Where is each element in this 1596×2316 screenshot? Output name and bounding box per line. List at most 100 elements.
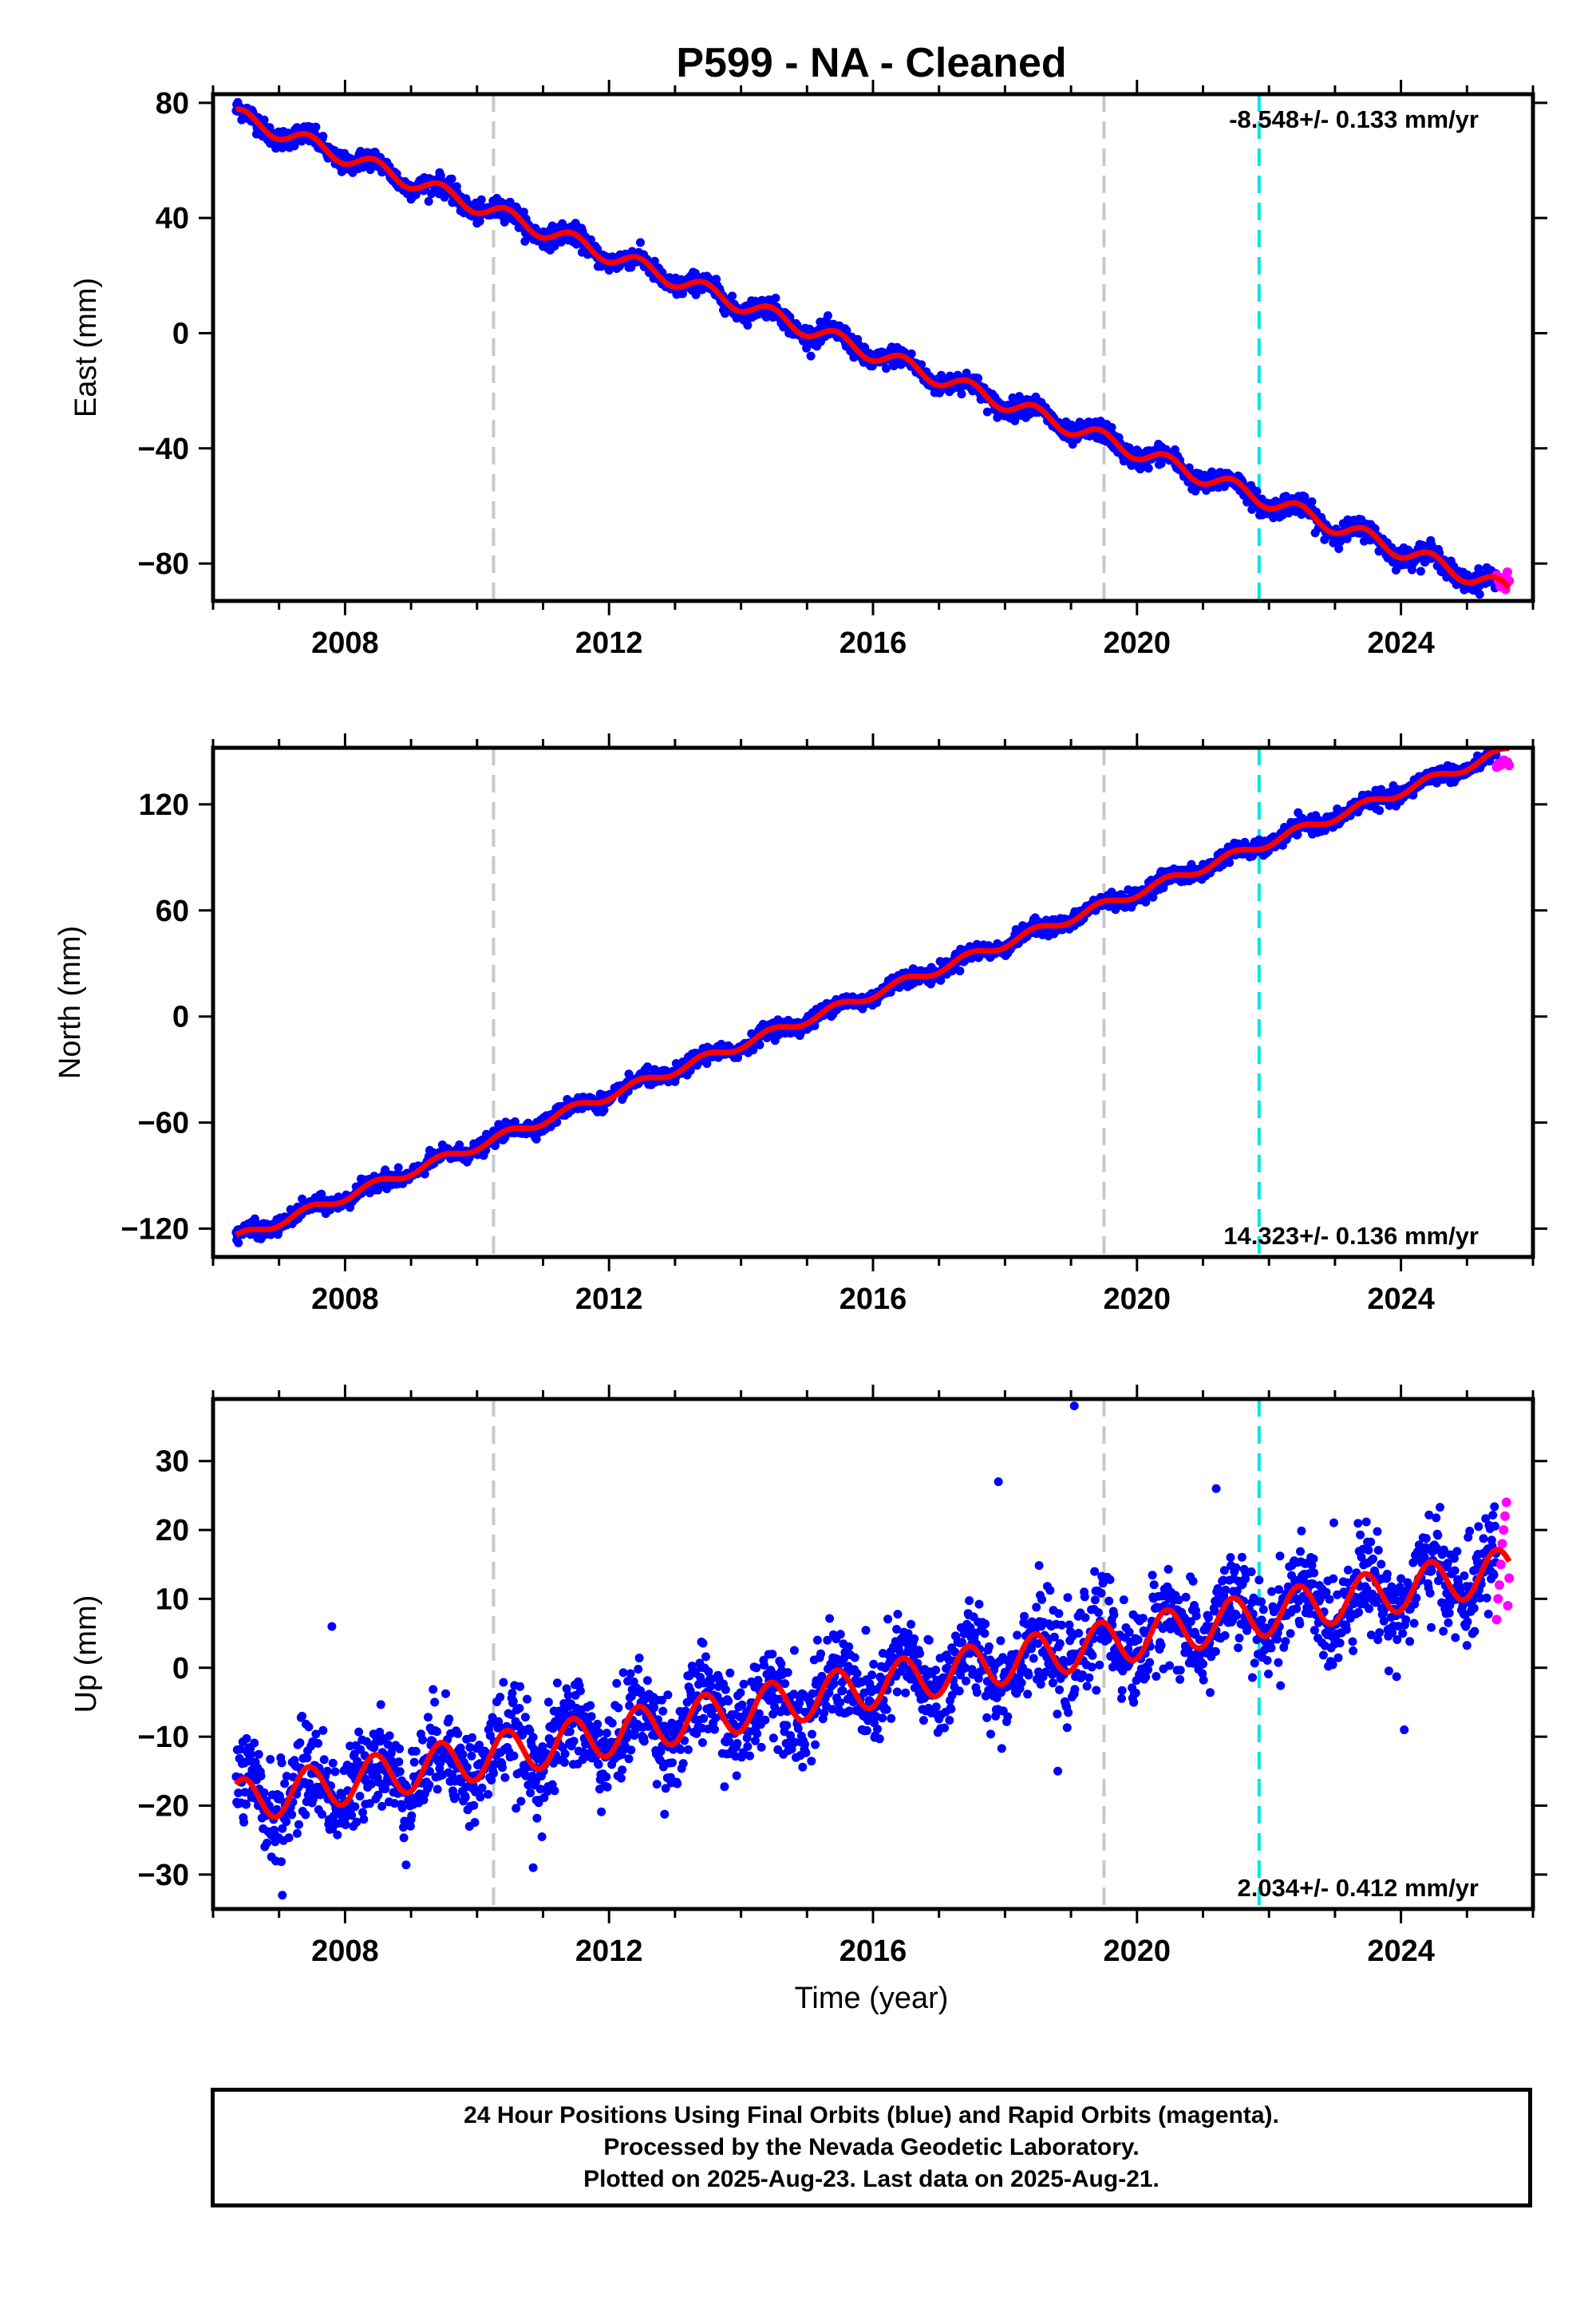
final-orbit-point — [1225, 858, 1235, 868]
y-tick-label: 0 — [172, 1001, 189, 1034]
final-orbit-point — [304, 1722, 314, 1732]
y-tick-label: 40 — [156, 202, 189, 235]
final-orbit-point — [650, 256, 659, 266]
final-orbit-point — [247, 1749, 256, 1759]
final-orbit-point — [297, 136, 306, 146]
final-orbit-point — [712, 275, 721, 284]
final-orbit-point — [239, 1817, 249, 1827]
final-orbit-point — [282, 1817, 291, 1827]
final-orbit-point — [1300, 492, 1310, 501]
final-orbit-point — [241, 1800, 251, 1809]
final-orbit-point — [280, 1779, 290, 1788]
x-tick-label: 2012 — [575, 626, 643, 660]
y-tick-label: −120 — [120, 1213, 189, 1247]
x-tick-label: 2012 — [575, 1282, 643, 1316]
final-orbit-point — [277, 1857, 286, 1867]
final-orbit-point — [806, 351, 816, 361]
final-orbit-point — [447, 174, 456, 184]
x-tick-label: 2024 — [1367, 1282, 1435, 1316]
final-orbit-point — [311, 122, 321, 132]
final-orbit-point — [1307, 497, 1317, 507]
final-orbit-point — [330, 1767, 340, 1777]
final-orbit-point — [287, 1810, 297, 1820]
final-orbit-point — [298, 1711, 307, 1721]
x-tick-label: 2008 — [311, 626, 379, 660]
rate-label: 14.323+/- 0.136 mm/yr — [1223, 1222, 1479, 1250]
rapid-orbit-point — [1504, 761, 1515, 771]
final-orbit-point — [587, 235, 595, 244]
plot-area-north — [231, 748, 1515, 1257]
final-orbit-point — [842, 326, 851, 335]
y-tick-label: 80 — [156, 87, 189, 121]
final-orbit-point — [318, 1725, 328, 1735]
final-orbit-point — [250, 1738, 259, 1748]
final-orbit-point — [636, 238, 645, 247]
y-axis-label: East (mm) — [69, 278, 103, 417]
final-orbit-point — [1252, 487, 1262, 496]
final-orbit-point — [678, 289, 687, 298]
y-tick-label: −40 — [138, 433, 189, 466]
x-tick-label: 2016 — [839, 1282, 907, 1316]
final-orbit-point — [728, 291, 737, 301]
plot-area-up — [231, 1399, 1515, 1909]
y-tick-label: −60 — [138, 1107, 189, 1140]
final-orbit-point — [500, 217, 509, 227]
x-tick-label: 2020 — [1104, 1282, 1171, 1316]
final-orbit-point — [957, 389, 966, 399]
x-tick-label: 2020 — [1104, 626, 1171, 660]
final-orbit-point — [350, 1802, 360, 1812]
final-orbit-point — [393, 1163, 403, 1172]
final-orbit-point — [475, 216, 484, 226]
final-orbit-point — [318, 132, 328, 141]
rapid-orbit-point — [1502, 567, 1512, 577]
final-orbit-point — [1144, 464, 1153, 473]
final-orbit-point — [263, 1838, 271, 1848]
y-tick-label: 0 — [172, 317, 189, 350]
panel-east: 2008 2012 2016 2020 2024 80 40 0 −40 −80 East (mm)… — [69, 80, 1547, 660]
final-orbit-point — [354, 1727, 364, 1737]
y-tick-label: 120 — [139, 788, 189, 822]
x-tick-label: 2008 — [311, 1282, 379, 1316]
plot-area-east — [231, 94, 1515, 601]
final-orbit-point — [319, 1755, 329, 1765]
final-orbit-point — [242, 1733, 251, 1743]
final-orbit-point — [284, 1833, 294, 1843]
final-orbit-point — [256, 1771, 266, 1780]
final-orbit-point — [520, 236, 530, 246]
final-orbit-point — [1334, 544, 1344, 553]
x-tick-label: 2016 — [839, 626, 907, 660]
final-orbit-point — [277, 1758, 286, 1768]
final-orbit-point — [1375, 806, 1385, 816]
final-orbit-point — [314, 1739, 323, 1748]
final-orbit-point — [519, 207, 528, 217]
final-orbit-point — [294, 1820, 303, 1829]
final-orbit-point — [292, 1828, 302, 1838]
final-orbit-point — [505, 197, 515, 207]
final-orbit-point — [355, 1792, 365, 1801]
y-tick-label: −80 — [138, 547, 189, 581]
final-orbit-point — [322, 1766, 332, 1776]
final-orbit-point — [341, 1820, 350, 1829]
y-axis-label: North (mm) — [53, 926, 87, 1079]
final-orbit-point — [359, 1815, 369, 1824]
final-orbit-point — [824, 311, 832, 320]
final-orbit-point — [254, 1749, 263, 1759]
final-orbit-point — [907, 349, 916, 358]
final-orbit-point — [424, 196, 433, 206]
final-orbit-point — [1416, 567, 1425, 576]
x-tick-label: 2024 — [1367, 626, 1435, 660]
final-orbit-point — [301, 1810, 310, 1820]
final-orbit-point — [318, 1809, 326, 1819]
final-orbit-point — [328, 1758, 338, 1768]
final-orbit-point — [743, 321, 753, 330]
final-orbit-point — [295, 1738, 305, 1748]
final-orbit-point — [476, 195, 486, 204]
final-orbit-point — [955, 966, 965, 976]
rate-label: -8.548+/- 0.133 mm/yr — [1229, 105, 1479, 133]
final-orbit-point — [755, 1040, 764, 1049]
final-orbit-point — [259, 115, 269, 124]
